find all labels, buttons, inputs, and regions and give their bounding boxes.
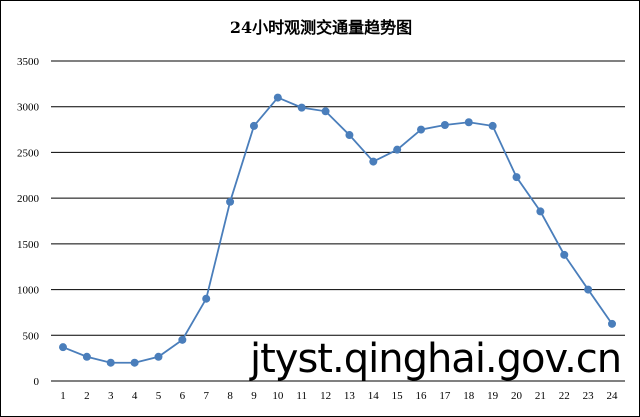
x-tick-label: 12 bbox=[320, 390, 331, 402]
data-point bbox=[130, 358, 139, 367]
y-tick-label: 1500 bbox=[17, 239, 40, 251]
data-point bbox=[82, 352, 91, 361]
data-point bbox=[440, 121, 449, 129]
y-tick-label: 3500 bbox=[17, 56, 40, 68]
data-point bbox=[249, 121, 258, 130]
x-tick-label: 3 bbox=[108, 390, 114, 402]
data-point bbox=[488, 121, 497, 130]
data-point bbox=[273, 93, 282, 102]
x-tick-label: 11 bbox=[296, 390, 307, 402]
data-point bbox=[345, 131, 354, 140]
data-point bbox=[393, 145, 402, 154]
chart-title: 24小时观测交通量趋势图 bbox=[229, 18, 413, 37]
x-tick-label: 15 bbox=[392, 390, 404, 402]
x-tick-label: 6 bbox=[180, 390, 186, 402]
y-tick-label: 0 bbox=[34, 376, 40, 388]
data-point bbox=[321, 107, 330, 116]
data-point bbox=[202, 294, 211, 303]
x-tick-label: 8 bbox=[227, 390, 233, 402]
data-point bbox=[106, 358, 115, 367]
x-tick-label: 16 bbox=[416, 390, 428, 402]
x-tick-label: 10 bbox=[272, 390, 284, 402]
x-tick-label: 24 bbox=[607, 390, 619, 402]
y-tick-label: 2500 bbox=[17, 147, 40, 159]
x-tick-label: 2 bbox=[84, 390, 90, 402]
data-point bbox=[536, 207, 545, 216]
x-tick-label: 23 bbox=[583, 390, 595, 402]
x-tick-label: 5 bbox=[156, 390, 162, 402]
y-tick-label: 1000 bbox=[17, 285, 40, 297]
x-tick-label: 18 bbox=[463, 390, 475, 402]
y-tick-label: 500 bbox=[23, 330, 40, 342]
data-point bbox=[154, 352, 163, 361]
data-point bbox=[178, 335, 187, 344]
x-tick-label: 19 bbox=[487, 390, 499, 402]
data-point bbox=[369, 157, 378, 166]
x-tick-label: 20 bbox=[511, 390, 523, 402]
x-tick-label: 4 bbox=[132, 390, 138, 402]
data-point bbox=[584, 285, 593, 294]
data-point bbox=[560, 250, 569, 259]
data-point bbox=[226, 197, 235, 206]
x-tick-label: 22 bbox=[559, 390, 570, 402]
x-tick-label: 7 bbox=[203, 390, 209, 402]
x-tick-label: 14 bbox=[368, 390, 380, 402]
y-tick-label: 2000 bbox=[17, 193, 40, 205]
data-point bbox=[464, 118, 473, 127]
x-tick-label: 21 bbox=[535, 390, 546, 402]
x-tick-label: 17 bbox=[439, 390, 451, 402]
x-tick-label: 1 bbox=[60, 390, 66, 402]
series-line bbox=[62, 96, 613, 364]
x-tick-label: 9 bbox=[251, 390, 257, 402]
watermark: jtyst.qinghai.gov.cn bbox=[250, 336, 622, 382]
y-tick-label: 3000 bbox=[17, 102, 40, 114]
data-point bbox=[512, 173, 521, 182]
data-point bbox=[297, 103, 306, 112]
data-point bbox=[417, 125, 426, 134]
x-tick-label: 13 bbox=[344, 390, 356, 402]
data-point bbox=[608, 319, 616, 328]
data-point bbox=[59, 343, 67, 352]
